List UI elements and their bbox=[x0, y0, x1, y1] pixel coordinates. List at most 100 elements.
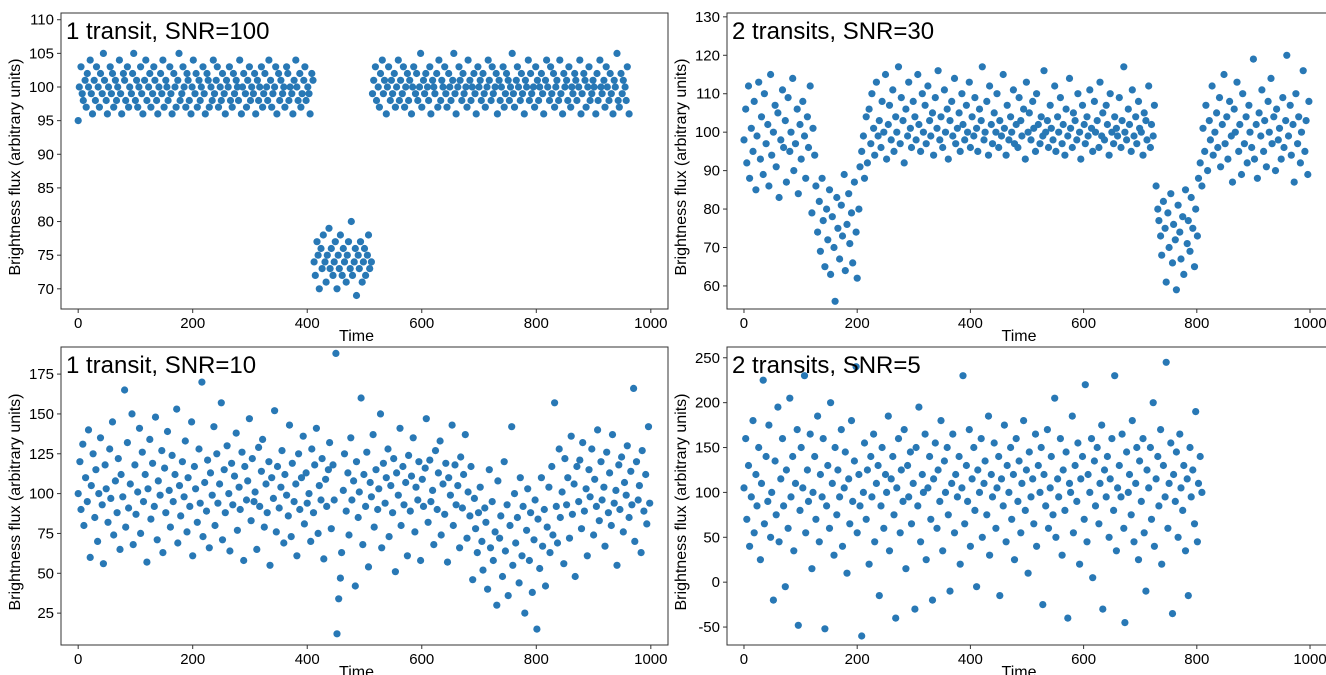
data-point bbox=[217, 399, 225, 407]
data-point bbox=[205, 544, 213, 552]
data-point bbox=[1015, 94, 1023, 102]
data-point bbox=[470, 69, 478, 78]
data-point bbox=[571, 69, 579, 78]
data-point bbox=[855, 470, 863, 479]
data-point bbox=[506, 521, 514, 530]
data-point bbox=[265, 458, 273, 466]
data-point bbox=[226, 547, 234, 555]
data-point bbox=[521, 609, 529, 617]
data-point bbox=[965, 78, 973, 86]
data-point bbox=[387, 76, 395, 84]
data-point bbox=[114, 83, 122, 91]
data-point bbox=[224, 83, 232, 91]
data-point bbox=[940, 86, 949, 94]
data-point bbox=[513, 513, 522, 522]
data-point bbox=[1102, 101, 1110, 109]
data-point bbox=[1108, 435, 1116, 443]
data-point bbox=[778, 435, 787, 443]
data-point bbox=[259, 435, 267, 443]
data-point bbox=[1022, 78, 1030, 86]
data-point bbox=[249, 90, 257, 98]
data-point bbox=[1017, 529, 1025, 537]
data-point bbox=[1110, 506, 1118, 514]
data-point bbox=[374, 83, 382, 91]
data-point bbox=[1056, 435, 1064, 443]
data-point bbox=[1147, 515, 1156, 523]
data-point bbox=[241, 462, 249, 471]
data-point bbox=[1304, 170, 1312, 179]
data-point bbox=[512, 539, 520, 547]
data-point bbox=[753, 502, 761, 510]
data-point bbox=[275, 69, 283, 78]
data-point bbox=[211, 521, 219, 530]
data-point bbox=[1140, 529, 1148, 537]
data-point bbox=[351, 582, 359, 590]
x-tick-label: 0 bbox=[740, 315, 748, 332]
data-point bbox=[149, 459, 157, 467]
data-point bbox=[225, 63, 233, 71]
data-point bbox=[1008, 515, 1016, 523]
data-point bbox=[767, 70, 775, 79]
y-axis-label: Brightness flux (arbitrary units) bbox=[673, 394, 690, 611]
data-point bbox=[83, 69, 91, 78]
data-point bbox=[268, 474, 276, 482]
data-point bbox=[551, 399, 559, 407]
data-point bbox=[858, 632, 866, 640]
data-point bbox=[610, 499, 618, 507]
data-point bbox=[137, 529, 145, 538]
data-point bbox=[515, 579, 523, 587]
data-point bbox=[417, 49, 425, 58]
data-point bbox=[756, 155, 765, 163]
data-point bbox=[379, 90, 387, 98]
data-point bbox=[890, 511, 898, 519]
data-point bbox=[846, 520, 854, 528]
data-point bbox=[1027, 493, 1035, 501]
data-point bbox=[584, 83, 592, 91]
data-point bbox=[1051, 82, 1059, 90]
data-point bbox=[534, 515, 542, 523]
data-point bbox=[999, 70, 1007, 79]
data-point bbox=[264, 96, 272, 105]
data-point bbox=[1078, 101, 1087, 109]
data-point bbox=[1114, 132, 1122, 140]
data-point bbox=[1078, 452, 1087, 461]
data-point bbox=[863, 466, 872, 474]
data-point bbox=[936, 136, 944, 144]
data-point bbox=[159, 549, 167, 557]
data-point bbox=[922, 140, 930, 148]
data-point bbox=[774, 403, 782, 411]
data-point bbox=[484, 585, 492, 593]
data-point bbox=[1139, 151, 1147, 159]
data-point bbox=[556, 513, 564, 522]
data-point bbox=[397, 76, 405, 84]
data-point bbox=[138, 90, 146, 98]
data-point bbox=[445, 474, 453, 482]
data-point bbox=[1228, 178, 1237, 186]
data-point bbox=[600, 76, 608, 84]
data-point bbox=[98, 90, 106, 98]
data-point bbox=[387, 482, 395, 490]
y-tick-label: 100 bbox=[29, 486, 54, 503]
data-point bbox=[1249, 55, 1257, 63]
data-point bbox=[1029, 475, 1037, 483]
data-point bbox=[512, 76, 520, 84]
data-point bbox=[949, 132, 957, 140]
data-point bbox=[1039, 601, 1047, 609]
data-point bbox=[297, 474, 306, 482]
data-point bbox=[419, 502, 428, 510]
data-point bbox=[787, 128, 795, 136]
data-point bbox=[830, 243, 838, 252]
data-point bbox=[1171, 236, 1179, 244]
data-point bbox=[619, 76, 627, 84]
data-point bbox=[528, 588, 536, 597]
data-point bbox=[271, 407, 279, 415]
data-point bbox=[1279, 94, 1287, 102]
data-point bbox=[1164, 524, 1172, 532]
data-point bbox=[202, 507, 211, 515]
data-point bbox=[575, 498, 583, 506]
data-point bbox=[315, 285, 323, 293]
data-point bbox=[909, 479, 917, 487]
data-point bbox=[220, 90, 228, 98]
data-point bbox=[329, 461, 337, 469]
data-point bbox=[622, 96, 630, 105]
